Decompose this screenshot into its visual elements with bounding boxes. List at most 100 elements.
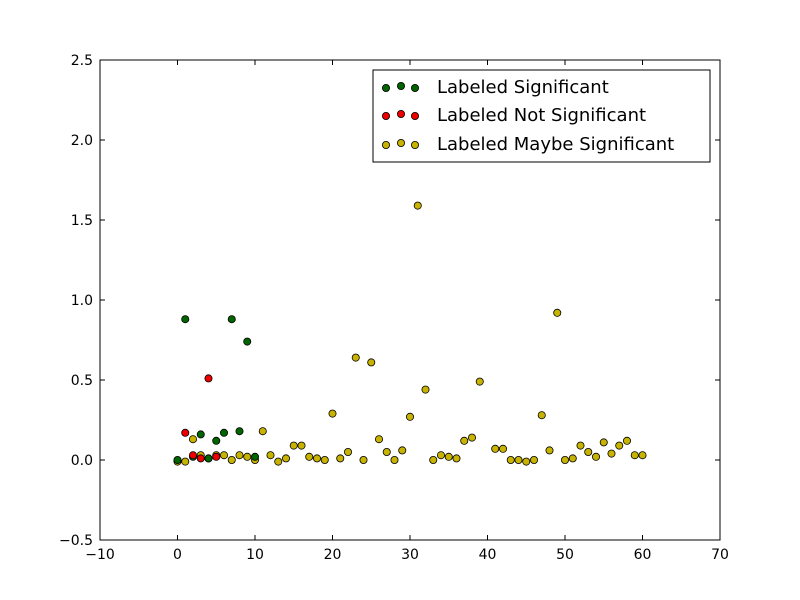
data-point-labeled-maybe-significant xyxy=(181,457,190,466)
data-point-labeled-significant xyxy=(227,315,236,324)
data-point-labeled-maybe-significant xyxy=(506,455,515,464)
plot-area-frame xyxy=(99,59,721,541)
data-point-labeled-significant xyxy=(196,430,205,439)
x-tick-label: 60 xyxy=(634,547,652,563)
x-tick-label: 70 xyxy=(711,547,729,563)
data-point-labeled-maybe-significant xyxy=(638,451,647,460)
data-point-labeled-maybe-significant xyxy=(467,433,476,442)
x-tick-label: 0 xyxy=(173,547,182,563)
legend-label: Labeled Maybe Significant xyxy=(437,134,674,155)
data-point-labeled-maybe-significant xyxy=(561,455,570,464)
x-tick-label: 10 xyxy=(246,547,264,563)
data-point-labeled-maybe-significant xyxy=(351,353,360,362)
data-point-labeled-maybe-significant xyxy=(576,441,585,450)
data-point-labeled-maybe-significant xyxy=(297,441,306,450)
data-point-labeled-significant xyxy=(243,337,252,346)
data-points xyxy=(173,201,647,466)
data-point-labeled-maybe-significant xyxy=(460,436,469,445)
data-point-labeled-not-significant xyxy=(181,428,190,437)
data-point-labeled-maybe-significant xyxy=(305,452,314,461)
data-point-labeled-maybe-significant xyxy=(537,411,546,420)
legend: Labeled Significant Labeled Not Significa… xyxy=(372,69,711,163)
data-point-labeled-maybe-significant xyxy=(623,436,632,445)
data-point-labeled-maybe-significant xyxy=(320,455,329,464)
data-point-labeled-maybe-significant xyxy=(398,446,407,455)
data-point-labeled-maybe-significant xyxy=(382,447,391,456)
data-point-labeled-maybe-significant xyxy=(452,454,461,463)
data-point-labeled-maybe-significant xyxy=(498,444,507,453)
data-point-labeled-maybe-significant xyxy=(491,444,500,453)
data-point-labeled-significant xyxy=(219,428,228,437)
data-point-labeled-maybe-significant xyxy=(289,441,298,450)
data-point-labeled-maybe-significant xyxy=(274,457,283,466)
data-point-labeled-maybe-significant xyxy=(235,451,244,460)
x-tick-label: 30 xyxy=(401,547,419,563)
data-point-labeled-maybe-significant xyxy=(188,435,197,444)
data-point-labeled-maybe-significant xyxy=(475,377,484,386)
data-point-labeled-maybe-significant xyxy=(545,446,554,455)
data-point-labeled-maybe-significant xyxy=(421,385,430,394)
data-point-labeled-not-significant xyxy=(188,451,197,460)
x-tick-label: 50 xyxy=(556,547,574,563)
data-point-labeled-not-significant xyxy=(204,374,213,383)
data-point-labeled-significant xyxy=(235,427,244,436)
data-point-labeled-maybe-significant xyxy=(359,455,368,464)
data-point-labeled-maybe-significant xyxy=(607,449,616,458)
data-point-labeled-not-significant xyxy=(196,454,205,463)
data-point-labeled-maybe-significant xyxy=(514,455,523,464)
legend-marker-labeled-not-significant xyxy=(396,110,405,119)
data-point-labeled-maybe-significant xyxy=(444,452,453,461)
data-point-labeled-maybe-significant xyxy=(413,201,422,210)
data-point-labeled-maybe-significant xyxy=(615,441,624,450)
data-point-labeled-maybe-significant xyxy=(367,358,376,367)
data-point-labeled-maybe-significant xyxy=(312,454,321,463)
data-point-labeled-maybe-significant xyxy=(374,435,383,444)
data-point-labeled-maybe-significant xyxy=(530,455,539,464)
data-point-labeled-significant xyxy=(204,454,213,463)
legend-marker-labeled-maybe-significant xyxy=(410,140,419,149)
legend-marker-labeled-significant xyxy=(396,82,405,91)
data-point-labeled-maybe-significant xyxy=(568,454,577,463)
y-tick-label: 0.5 xyxy=(71,373,93,389)
data-point-labeled-maybe-significant xyxy=(429,455,438,464)
data-point-labeled-maybe-significant xyxy=(592,452,601,461)
data-point-labeled-maybe-significant xyxy=(219,451,228,460)
data-point-labeled-significant xyxy=(250,452,259,461)
data-point-labeled-significant xyxy=(212,436,221,445)
data-point-labeled-maybe-significant xyxy=(405,412,414,421)
data-point-labeled-maybe-significant xyxy=(436,451,445,460)
data-point-labeled-not-significant xyxy=(212,452,221,461)
legend-marker-labeled-not-significant xyxy=(381,112,390,121)
y-tick-label: 2.0 xyxy=(71,133,93,149)
legend-label: Labeled Significant xyxy=(437,77,609,98)
data-point-labeled-maybe-significant xyxy=(522,457,531,466)
axis-ticks: −10 0 10 20 30 40 50 60 70 −0.5 0.0 0.5 1.0 1.5 2.0 2.5 xyxy=(59,53,729,563)
data-point-labeled-significant xyxy=(181,315,190,324)
legend-marker-labeled-significant xyxy=(381,84,390,93)
x-tick-label: 20 xyxy=(324,547,342,563)
legend-marker-labeled-not-significant xyxy=(410,112,419,121)
data-point-labeled-maybe-significant xyxy=(328,409,337,418)
legend-marker-labeled-significant xyxy=(410,84,419,93)
y-tick-label: 2.5 xyxy=(71,53,93,69)
y-tick-label: 1.5 xyxy=(71,213,93,229)
legend-marker-labeled-maybe-significant xyxy=(381,140,390,149)
x-tick-label: −10 xyxy=(85,547,115,563)
data-point-labeled-maybe-significant xyxy=(630,451,639,460)
data-point-labeled-maybe-significant xyxy=(266,451,275,460)
data-point-labeled-maybe-significant xyxy=(343,447,352,456)
data-point-labeled-maybe-significant xyxy=(336,454,345,463)
data-point-labeled-maybe-significant xyxy=(390,455,399,464)
y-tick-label: 1.0 xyxy=(71,293,93,309)
data-point-labeled-maybe-significant xyxy=(258,427,267,436)
data-point-labeled-maybe-significant xyxy=(227,455,236,464)
data-point-labeled-maybe-significant xyxy=(281,454,290,463)
legend-box xyxy=(372,69,711,163)
data-point-labeled-maybe-significant xyxy=(243,452,252,461)
y-tick-label: −0.5 xyxy=(59,533,93,549)
data-point-labeled-maybe-significant xyxy=(584,447,593,456)
data-point-labeled-maybe-significant xyxy=(553,308,562,317)
x-tick-label: 40 xyxy=(479,547,497,563)
y-tick-label: 0.0 xyxy=(71,453,93,469)
